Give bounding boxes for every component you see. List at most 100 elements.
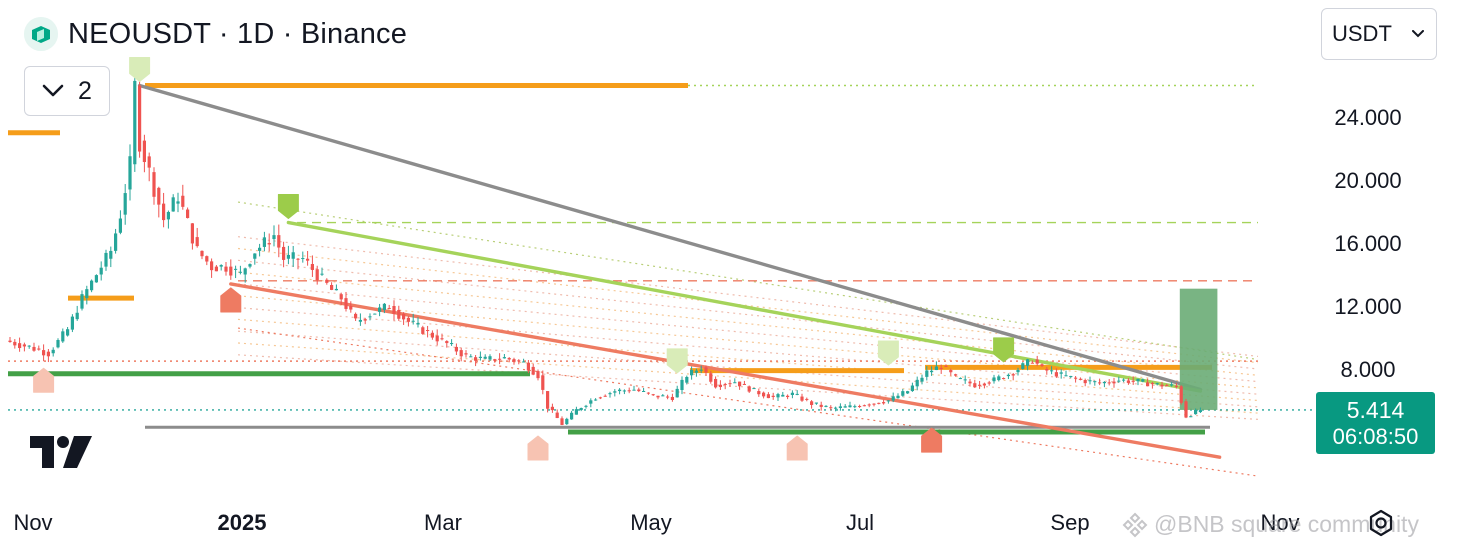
candle-body[interactable] (1088, 380, 1092, 382)
candle-body[interactable] (296, 258, 300, 260)
candle-body[interactable] (430, 332, 434, 338)
candle-body[interactable] (94, 275, 98, 283)
candle-body[interactable] (992, 377, 996, 382)
candle-body[interactable] (450, 343, 454, 345)
candle-body[interactable] (632, 389, 636, 391)
candle-body[interactable] (555, 412, 559, 419)
candle-body[interactable] (1165, 385, 1169, 387)
candle-body[interactable] (1040, 364, 1044, 366)
candle-body[interactable] (478, 356, 482, 358)
candle-body[interactable] (195, 237, 199, 247)
candle-body[interactable] (454, 346, 458, 352)
candle-body[interactable] (176, 201, 180, 204)
candle-body[interactable] (757, 391, 761, 395)
candle-body[interactable] (1136, 378, 1140, 382)
candle-body[interactable] (877, 402, 881, 404)
candle-body[interactable] (56, 340, 60, 348)
candle-body[interactable] (954, 374, 958, 376)
candle-body[interactable] (243, 268, 247, 275)
candle-body[interactable] (1179, 386, 1183, 403)
candle-body[interactable] (358, 319, 362, 322)
candle-body[interactable] (824, 405, 828, 407)
candle-body[interactable] (421, 327, 425, 334)
signal-marker[interactable] (527, 435, 549, 461)
candle-body[interactable] (838, 406, 842, 408)
signal-marker[interactable] (666, 348, 688, 374)
candle-body[interactable] (363, 319, 367, 321)
candle-body[interactable] (416, 323, 420, 325)
candle-body[interactable] (234, 268, 238, 270)
candle-body[interactable] (301, 258, 305, 260)
candle-body[interactable] (886, 400, 890, 402)
candle-body[interactable] (507, 357, 511, 360)
symbol-title[interactable]: NEOUSDT · 1D · Binance (68, 17, 408, 50)
candle-body[interactable] (80, 294, 84, 309)
candle-body[interactable] (8, 340, 12, 342)
candle-body[interactable] (37, 348, 41, 350)
candle-body[interactable] (1146, 382, 1150, 387)
candle-body[interactable] (738, 381, 742, 387)
candle-body[interactable] (229, 266, 233, 276)
candle-body[interactable] (1141, 379, 1145, 382)
candle-body[interactable] (387, 307, 391, 309)
candle-body[interactable] (315, 269, 319, 281)
candle-body[interactable] (488, 356, 492, 360)
candle-body[interactable] (382, 303, 386, 310)
candle-body[interactable] (579, 408, 583, 410)
candle-body[interactable] (766, 394, 770, 399)
candle-body[interactable] (771, 395, 775, 397)
candle-body[interactable] (1093, 381, 1097, 383)
candle-body[interactable] (277, 235, 281, 248)
candle-body[interactable] (464, 353, 468, 355)
candle-body[interactable] (397, 309, 401, 319)
candle-body[interactable] (598, 397, 602, 399)
candle-body[interactable] (205, 256, 209, 262)
candle-body[interactable] (133, 80, 137, 165)
candle-body[interactable] (776, 394, 780, 398)
candle-body[interactable] (934, 366, 938, 371)
candle-body[interactable] (853, 406, 857, 408)
candle-body[interactable] (18, 343, 22, 349)
candle-body[interactable] (51, 349, 55, 354)
candle-body[interactable] (858, 406, 862, 408)
candle-body[interactable] (373, 313, 377, 315)
candle-body[interactable] (550, 406, 554, 411)
candle-body[interactable] (291, 252, 295, 259)
candle-body[interactable] (1155, 383, 1159, 385)
candle-body[interactable] (661, 395, 665, 397)
candle-body[interactable] (166, 211, 170, 220)
candle-body[interactable] (253, 253, 257, 259)
candle-body[interactable] (483, 356, 487, 359)
candle-body[interactable] (339, 294, 343, 300)
candle-body[interactable] (982, 383, 986, 386)
signal-marker[interactable] (786, 435, 808, 461)
candle-body[interactable] (613, 391, 617, 393)
candle-body[interactable] (498, 358, 502, 360)
candle-body[interactable] (46, 351, 50, 357)
candle-body[interactable] (459, 350, 463, 357)
candle-body[interactable] (670, 396, 674, 401)
candle-body[interactable] (435, 335, 439, 342)
candle-body[interactable] (685, 377, 689, 383)
candle-body[interactable] (219, 265, 223, 267)
candle-body[interactable] (819, 404, 823, 407)
candle-body[interactable] (526, 362, 530, 371)
indicators-collapse-button[interactable]: 2 (24, 66, 110, 116)
signal-marker[interactable] (921, 427, 943, 453)
signal-marker[interactable] (277, 194, 299, 220)
candle-body[interactable] (426, 330, 430, 332)
candle-body[interactable] (147, 156, 151, 168)
candle-body[interactable] (968, 381, 972, 384)
candle-body[interactable] (392, 306, 396, 314)
candle-body[interactable] (1021, 363, 1025, 369)
candle-body[interactable] (915, 379, 919, 387)
currency-select[interactable]: USDT (1321, 8, 1437, 60)
candle-body[interactable] (1170, 384, 1174, 386)
candle-body[interactable] (666, 396, 670, 398)
candle-body[interactable] (973, 383, 977, 388)
candle-body[interactable] (747, 386, 751, 392)
candle-body[interactable] (32, 346, 36, 351)
candle-body[interactable] (152, 172, 156, 197)
candle-body[interactable] (1150, 383, 1154, 385)
